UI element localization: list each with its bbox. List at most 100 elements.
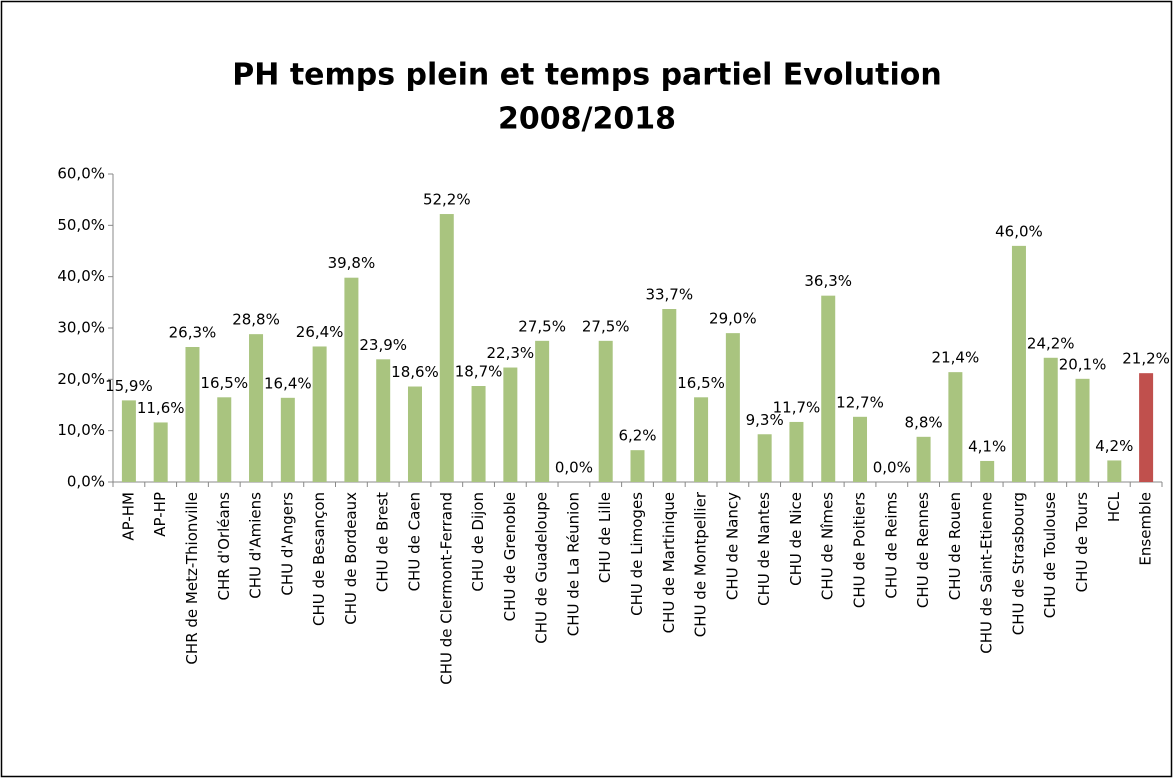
bar xyxy=(630,450,645,482)
data-label: 11,6% xyxy=(137,399,185,417)
bar xyxy=(153,422,168,482)
x-tick-label: CHU de Montpellier xyxy=(692,491,710,637)
bar xyxy=(948,372,963,482)
x-tick-label: CHU de Nîmes xyxy=(819,492,837,600)
data-label: 27,5% xyxy=(582,317,630,335)
x-tick-label: CHR de Metz-Thionville xyxy=(183,492,201,665)
y-tick-label: 0,0% xyxy=(67,473,105,491)
x-tick-label: AP-HM xyxy=(119,492,137,541)
data-label: 52,2% xyxy=(423,191,471,209)
y-tick-label: 40,0% xyxy=(57,267,105,285)
bar xyxy=(312,346,327,482)
data-label: 26,3% xyxy=(169,323,217,341)
x-tick-label: CHU de Bordeaux xyxy=(342,492,360,625)
x-tick-label: CHU d'Angers xyxy=(278,492,296,596)
data-label: 0,0% xyxy=(873,459,911,477)
x-tick-label: AP-HP xyxy=(151,492,169,537)
data-label: 8,8% xyxy=(905,413,943,431)
data-label: 21,2% xyxy=(1122,350,1170,368)
data-label: 18,6% xyxy=(391,363,439,381)
y-tick-label: 60,0% xyxy=(57,165,105,183)
x-tick-label: CHU de Martinique xyxy=(660,492,678,633)
bar xyxy=(1107,460,1122,482)
data-label: 27,5% xyxy=(518,317,566,335)
x-tick-label: Ensemble xyxy=(1137,492,1155,566)
data-label: 36,3% xyxy=(804,272,852,290)
x-tick-label: CHU d'Amiens xyxy=(247,492,265,599)
data-label: 24,2% xyxy=(1027,334,1075,352)
bar xyxy=(757,434,772,482)
y-tick-label: 10,0% xyxy=(57,421,105,439)
data-label: 28,8% xyxy=(232,311,280,329)
x-tick-label: CHU de Rennes xyxy=(914,492,932,608)
bar xyxy=(407,386,422,482)
data-label: 20,1% xyxy=(1059,355,1107,373)
chart-title: PH temps plein et temps partiel Evolutio… xyxy=(232,58,941,93)
data-label: 15,9% xyxy=(105,377,153,395)
data-label: 0,0% xyxy=(555,459,593,477)
bar xyxy=(598,340,613,482)
x-tick-label: CHU de Besançon xyxy=(310,492,328,626)
data-label: 12,7% xyxy=(836,393,884,411)
bar xyxy=(1043,357,1058,482)
bar xyxy=(821,295,836,482)
bar xyxy=(121,400,136,482)
bar xyxy=(694,397,709,482)
x-tick-label: CHR d'Orléans xyxy=(215,492,233,601)
bar xyxy=(280,397,295,482)
x-tick-label: CHU de Clermont-Ferrand xyxy=(437,492,455,685)
bar xyxy=(853,416,868,482)
data-label: 6,2% xyxy=(618,427,656,445)
bar xyxy=(376,359,391,482)
data-label: 4,1% xyxy=(968,437,1006,455)
x-tick-label: CHU de Grenoble xyxy=(501,492,519,621)
x-tick-label: CHU de Nice xyxy=(787,492,805,586)
data-label: 4,2% xyxy=(1095,437,1133,455)
bar xyxy=(725,333,740,482)
bar xyxy=(503,367,518,482)
bar xyxy=(249,334,264,482)
x-tick-label: HCL xyxy=(1105,491,1123,522)
bar xyxy=(789,421,804,482)
x-tick-label: CHU de Dijon xyxy=(469,492,487,592)
bar xyxy=(1075,378,1090,482)
y-tick-label: 50,0% xyxy=(57,216,105,234)
bar xyxy=(185,346,200,482)
data-label: 16,5% xyxy=(200,374,248,392)
data-label: 23,9% xyxy=(359,336,407,354)
x-tick-label: CHU de Limoges xyxy=(628,492,646,616)
data-label: 9,3% xyxy=(746,411,784,429)
x-tick-label: CHU de Nantes xyxy=(755,492,773,606)
bar xyxy=(1139,373,1154,482)
bar xyxy=(217,397,232,482)
x-tick-label: CHU de La Réunion xyxy=(564,492,582,636)
x-tick-label: CHU de Toulouse xyxy=(1041,492,1059,618)
data-label: 29,0% xyxy=(709,310,757,328)
data-label: 22,3% xyxy=(487,344,535,362)
data-label: 16,4% xyxy=(264,374,312,392)
x-tick-label: CHU de Caen xyxy=(405,492,423,591)
bar xyxy=(1011,245,1026,482)
data-label: 26,4% xyxy=(296,323,344,341)
bar xyxy=(344,277,359,482)
data-label: 39,8% xyxy=(328,254,376,272)
chart-title: 2008/2018 xyxy=(498,102,676,137)
x-tick-label: CHU de Tours xyxy=(1073,492,1091,592)
bar xyxy=(439,214,454,483)
x-tick-label: CHU de Strasbourg xyxy=(1009,492,1027,635)
bar xyxy=(916,436,931,482)
x-tick-label: CHU de Saint-Etienne xyxy=(978,492,996,654)
data-label: 21,4% xyxy=(932,349,980,367)
data-label: 11,7% xyxy=(773,398,821,416)
x-tick-label: CHU de Rouen xyxy=(946,492,964,600)
x-tick-label: CHU de Poitiers xyxy=(851,492,869,608)
x-tick-label: CHU de Guadeloupe xyxy=(533,492,551,644)
data-label: 18,7% xyxy=(455,363,503,381)
bar xyxy=(980,460,995,482)
y-tick-label: 20,0% xyxy=(57,370,105,388)
x-tick-label: CHU de Brest xyxy=(374,492,392,592)
bar xyxy=(471,386,486,482)
x-tick-label: CHU de Reims xyxy=(882,492,900,599)
y-tick-label: 30,0% xyxy=(57,319,105,337)
bar xyxy=(535,340,550,482)
